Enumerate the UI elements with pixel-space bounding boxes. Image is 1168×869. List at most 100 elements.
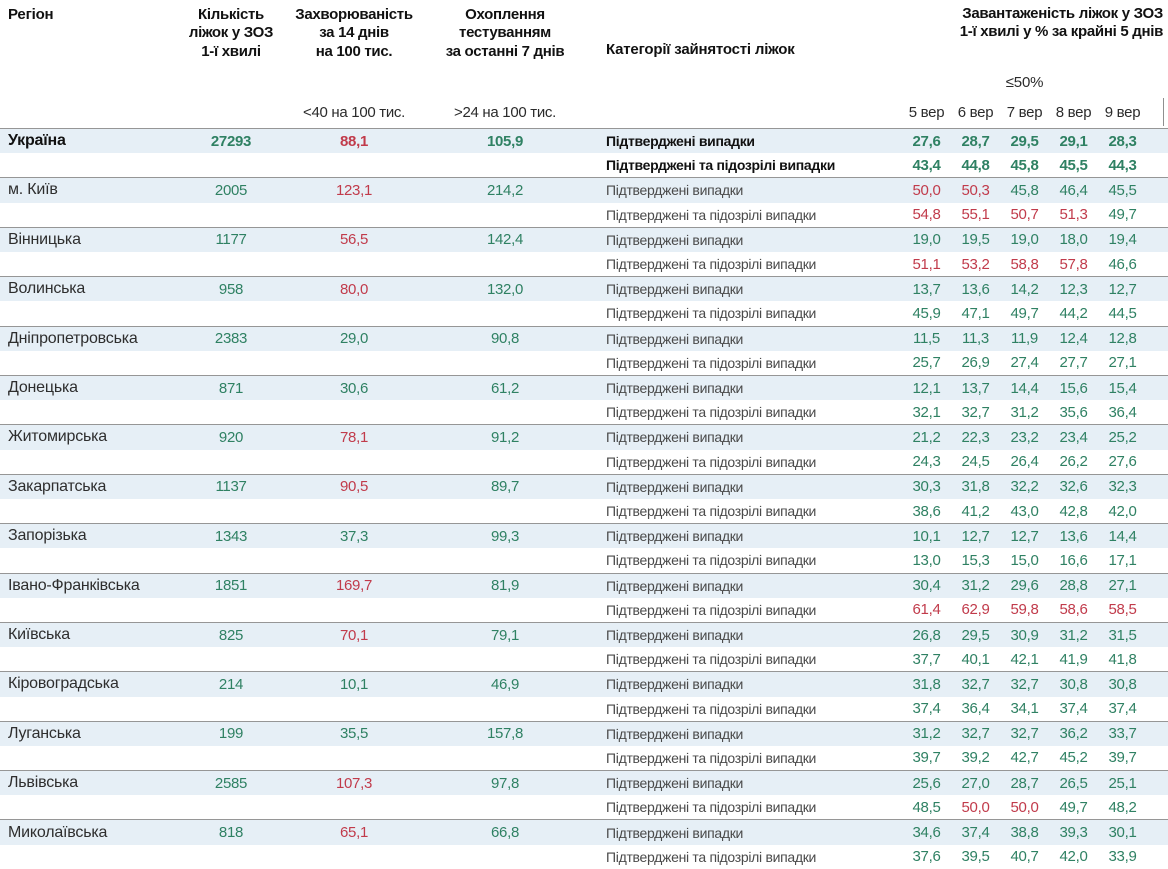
category-label-suspected: Підтверджені та підозрілі випадки [606, 601, 817, 618]
row-end-spacer [1147, 722, 1168, 746]
empty-cell [168, 697, 294, 721]
row-end-spacer [1147, 524, 1168, 548]
occupancy-value: 51,1 [912, 255, 941, 273]
category-label-suspected: Підтверджені та підозрілі випадки [606, 799, 817, 816]
occupancy-value: 31,2 [912, 725, 941, 743]
occupancy-value: 32,7 [1010, 725, 1039, 743]
region-group: Закарпатська 1137 90,5 89,7 Підтверджені вип… [0, 473, 1168, 523]
empty-cell [0, 746, 168, 770]
row-end-spacer [1147, 598, 1168, 622]
occupancy-value: 26,9 [961, 354, 990, 372]
category-label-suspected: Підтверджені та підозрілі випадки [606, 354, 817, 371]
table-row: Дніпропетровська 2383 29,0 90,8 Підтверджені… [0, 326, 1168, 351]
table-row: Підтверджені та підозрілі випадки 37,6 39,… [0, 845, 1168, 869]
occupancy-value: 32,7 [961, 725, 990, 743]
occupancy-value: 32,3 [1108, 478, 1137, 496]
region-group: Івано-Франківська 1851 169,7 81,9 Підтвердже… [0, 572, 1168, 622]
beds-count: 920 [218, 428, 244, 446]
occupancy-value: 49,7 [1059, 798, 1088, 816]
occupancy-value: 49,7 [1010, 304, 1039, 322]
occupancy-value: 59,8 [1010, 601, 1039, 619]
occupancy-value: 48,5 [912, 798, 941, 816]
row-end-spacer [1147, 400, 1168, 424]
empty-cell [414, 203, 596, 227]
occupancy-value: 44,5 [1108, 304, 1137, 322]
date-header: 8 вер [1055, 103, 1092, 121]
occupancy-value: 14,4 [1010, 379, 1039, 397]
row-end-spacer [1147, 203, 1168, 227]
table-row: Україна 27293 88,1 105,9 Підтверджені випадк… [0, 129, 1168, 154]
occupancy-value: 43,4 [912, 156, 941, 174]
empty-cell [414, 697, 596, 721]
occupancy-value: 26,5 [1059, 774, 1088, 792]
occupancy-value: 45,9 [912, 304, 941, 322]
occupancy-value: 45,8 [1010, 156, 1039, 174]
date-header: 9 вер [1104, 103, 1141, 121]
beds-count: 1137 [215, 478, 247, 496]
occupancy-value: 39,7 [1108, 749, 1137, 767]
empty-cell [414, 845, 596, 869]
table-row: Підтверджені та підозрілі випадки 37,7 40,… [0, 647, 1168, 671]
occupancy-value: 37,6 [912, 848, 941, 866]
empty-cell [168, 548, 294, 572]
region-name: Дніпропетровська [8, 329, 138, 347]
empty-cell [0, 499, 168, 523]
testing-value: 79,1 [491, 626, 519, 644]
occupancy-value: 39,7 [912, 749, 941, 767]
region-name: Кіровоградська [8, 675, 119, 693]
occupancy-value: 27,1 [1108, 577, 1137, 595]
occupancy-value: 27,1 [1108, 354, 1137, 372]
row-end-spacer [1147, 475, 1168, 499]
occupancy-value: 30,3 [912, 478, 941, 496]
empty-cell [414, 647, 596, 671]
occupancy-value: 11,5 [913, 330, 940, 348]
table-row: Закарпатська 1137 90,5 89,7 Підтверджені вип… [0, 474, 1168, 499]
category-label-suspected: Підтверджені та підозрілі випадки [606, 552, 817, 569]
occupancy-value: 13,6 [961, 280, 990, 298]
occupancy-value: 28,8 [1059, 577, 1088, 595]
testing-value: 105,9 [486, 132, 524, 150]
region-group: Україна 27293 88,1 105,9 Підтверджені випадк… [0, 128, 1168, 177]
region-name: Львівська [8, 774, 78, 792]
occupancy-value: 45,5 [1108, 181, 1137, 199]
empty-cell [414, 400, 596, 424]
testing-value: 157,8 [486, 725, 524, 743]
occupancy-value: 46,6 [1108, 255, 1137, 273]
empty-cell [294, 697, 414, 721]
category-label-confirmed: Підтверджені випадки [606, 330, 744, 347]
occupancy-value: 39,2 [961, 749, 990, 767]
occupancy-value: 12,7 [961, 527, 990, 545]
occupancy-value: 10,1 [912, 527, 941, 545]
category-label-confirmed: Підтверджені випадки [606, 775, 744, 792]
table-row: Підтверджені та підозрілі випадки 13,0 15,… [0, 548, 1168, 572]
empty-cell [414, 351, 596, 375]
region-name: м. Київ [8, 181, 58, 199]
occupancy-value: 44,8 [961, 156, 990, 174]
header-right-divider [1147, 98, 1168, 126]
empty-cell [168, 499, 294, 523]
region-name: Вінницька [8, 230, 81, 248]
occupancy-value: 27,0 [961, 774, 990, 792]
category-label-suspected: Підтверджені та підозрілі випадки [606, 404, 817, 421]
occupancy-value: 29,5 [1010, 132, 1039, 150]
occupancy-value: 57,8 [1059, 255, 1088, 273]
incidence-value: 107,3 [335, 774, 373, 792]
occupancy-value: 50,0 [1010, 798, 1039, 816]
occupancy-value: 44,3 [1108, 156, 1137, 174]
table-row: Миколаївська 818 65,1 66,8 Підтверджені випа… [0, 820, 1168, 845]
occupancy-value: 44,2 [1059, 304, 1088, 322]
empty-cell [0, 845, 168, 869]
row-end-spacer [1147, 228, 1168, 252]
region-group: Донецька 871 30,6 61,2 Підтверджені випадки 1… [0, 374, 1168, 424]
category-label-confirmed: Підтверджені випадки [606, 676, 744, 693]
date-header: 6 вер [957, 103, 994, 121]
category-label-suspected: Підтверджені та підозрілі випадки [606, 453, 817, 470]
category-label-suspected: Підтверджені та підозрілі випадки [606, 700, 817, 717]
occupancy-value: 32,2 [1010, 478, 1039, 496]
occupancy-value: 12,4 [1059, 330, 1088, 348]
occupancy-value: 53,2 [961, 255, 990, 273]
incidence-value: 10,1 [340, 675, 368, 693]
empty-cell [168, 400, 294, 424]
beds-count: 1851 [214, 577, 248, 595]
occupancy-value: 26,8 [912, 626, 941, 644]
